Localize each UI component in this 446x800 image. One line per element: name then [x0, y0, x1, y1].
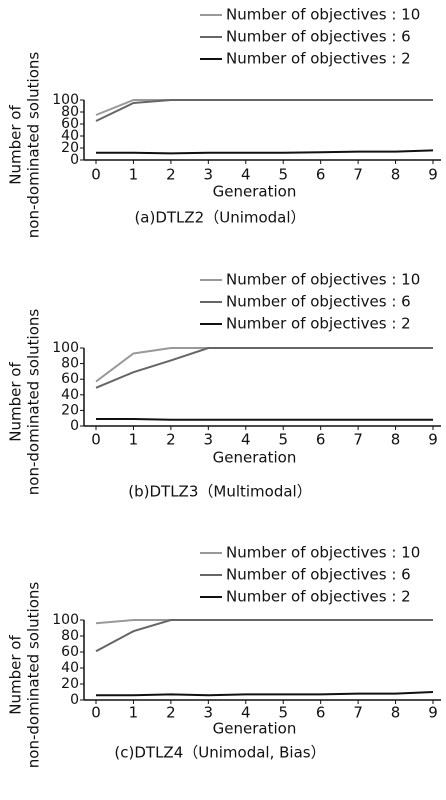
x-axis-label: Generation: [213, 183, 297, 201]
x-tick-label: 0: [91, 431, 101, 449]
y-tick-label: 100: [52, 92, 79, 108]
x-tick-label: 5: [278, 166, 288, 184]
x-tick-label: 6: [316, 704, 326, 722]
y-tick-label: 0: [70, 152, 79, 168]
x-tick-label: 9: [428, 431, 438, 449]
y-tick-label: 20: [61, 676, 79, 692]
x-tick-label: 3: [204, 166, 214, 184]
x-tick-label: 8: [391, 704, 401, 722]
y-tick-label: 20: [61, 402, 79, 418]
x-tick-label: 2: [166, 431, 176, 449]
caption: (b)DTLZ3（Multimodal）: [128, 483, 311, 501]
x-tick-label: 6: [316, 431, 326, 449]
x-tick-label: 7: [353, 431, 363, 449]
x-tick-label: 6: [316, 166, 326, 184]
x-tick-label: 8: [391, 166, 401, 184]
series-line: [95, 619, 433, 653]
y-axis-label: Number of: [7, 105, 25, 185]
caption: (c)DTLZ4（Unimodal, Bias）: [114, 744, 325, 762]
y-axis-label: non-dominated solutions: [25, 309, 43, 496]
x-tick-label: 1: [129, 704, 139, 722]
series-line: [95, 347, 433, 389]
legend-label: Number of objectives : 2: [226, 588, 411, 606]
caption: (a)DTLZ2（Unimodal）: [134, 209, 305, 227]
y-tick-label: 60: [61, 116, 79, 132]
x-tick-label: 4: [241, 431, 251, 449]
x-tick-label: 9: [428, 166, 438, 184]
y-tick-label: 60: [61, 644, 79, 660]
legend-label: Number of objectives : 10: [226, 6, 420, 24]
y-tick-label: 80: [61, 356, 79, 372]
series-line: [96, 149, 434, 155]
x-tick-label: 0: [91, 704, 101, 722]
y-axis-label: Number of: [7, 362, 25, 442]
y-axis-label: Number of: [7, 635, 25, 715]
series-line: [95, 99, 433, 122]
x-tick-label: 1: [129, 166, 139, 184]
legend-label: Number of objectives : 10: [226, 544, 420, 562]
y-tick-label: 80: [61, 628, 79, 644]
x-tick-label: 7: [353, 704, 363, 722]
x-tick-label: 0: [91, 166, 101, 184]
y-tick-label: 40: [61, 128, 79, 144]
x-axis-label: Generation: [213, 720, 297, 738]
y-tick-label: 20: [61, 140, 79, 156]
legend-label: Number of objectives : 6: [226, 566, 411, 584]
x-tick-label: 3: [204, 431, 214, 449]
x-tick-label: 2: [166, 704, 176, 722]
series-line: [95, 347, 433, 383]
legend-label: Number of objectives : 2: [226, 50, 411, 68]
legend-label: Number of objectives : 6: [226, 28, 411, 46]
legend-label: Number of objectives : 10: [226, 271, 420, 289]
series-line: [96, 691, 434, 697]
y-tick-label: 0: [70, 692, 79, 708]
x-tick-label: 2: [166, 166, 176, 184]
y-tick-label: 0: [70, 418, 79, 434]
y-axis-label: non-dominated solutions: [25, 52, 43, 239]
x-tick-label: 4: [241, 166, 251, 184]
x-tick-label: 3: [204, 704, 214, 722]
legend-label: Number of objectives : 2: [226, 315, 411, 333]
x-axis-label: Generation: [213, 449, 297, 467]
x-tick-label: 1: [129, 431, 139, 449]
y-tick-label: 40: [61, 387, 79, 403]
y-tick-label: 100: [52, 612, 79, 628]
x-tick-label: 4: [241, 704, 251, 722]
y-tick-label: 80: [61, 104, 79, 120]
series-line: [96, 417, 433, 421]
x-tick-label: 5: [278, 431, 288, 449]
x-tick-label: 9: [428, 704, 438, 722]
x-tick-label: 5: [278, 704, 288, 722]
y-tick-label: 100: [52, 340, 79, 356]
x-tick-label: 8: [391, 431, 401, 449]
y-axis-label: non-dominated solutions: [25, 582, 43, 769]
y-tick-label: 60: [61, 371, 79, 387]
legend-label: Number of objectives : 6: [226, 293, 411, 311]
y-tick-label: 40: [61, 660, 79, 676]
x-tick-label: 7: [353, 166, 363, 184]
